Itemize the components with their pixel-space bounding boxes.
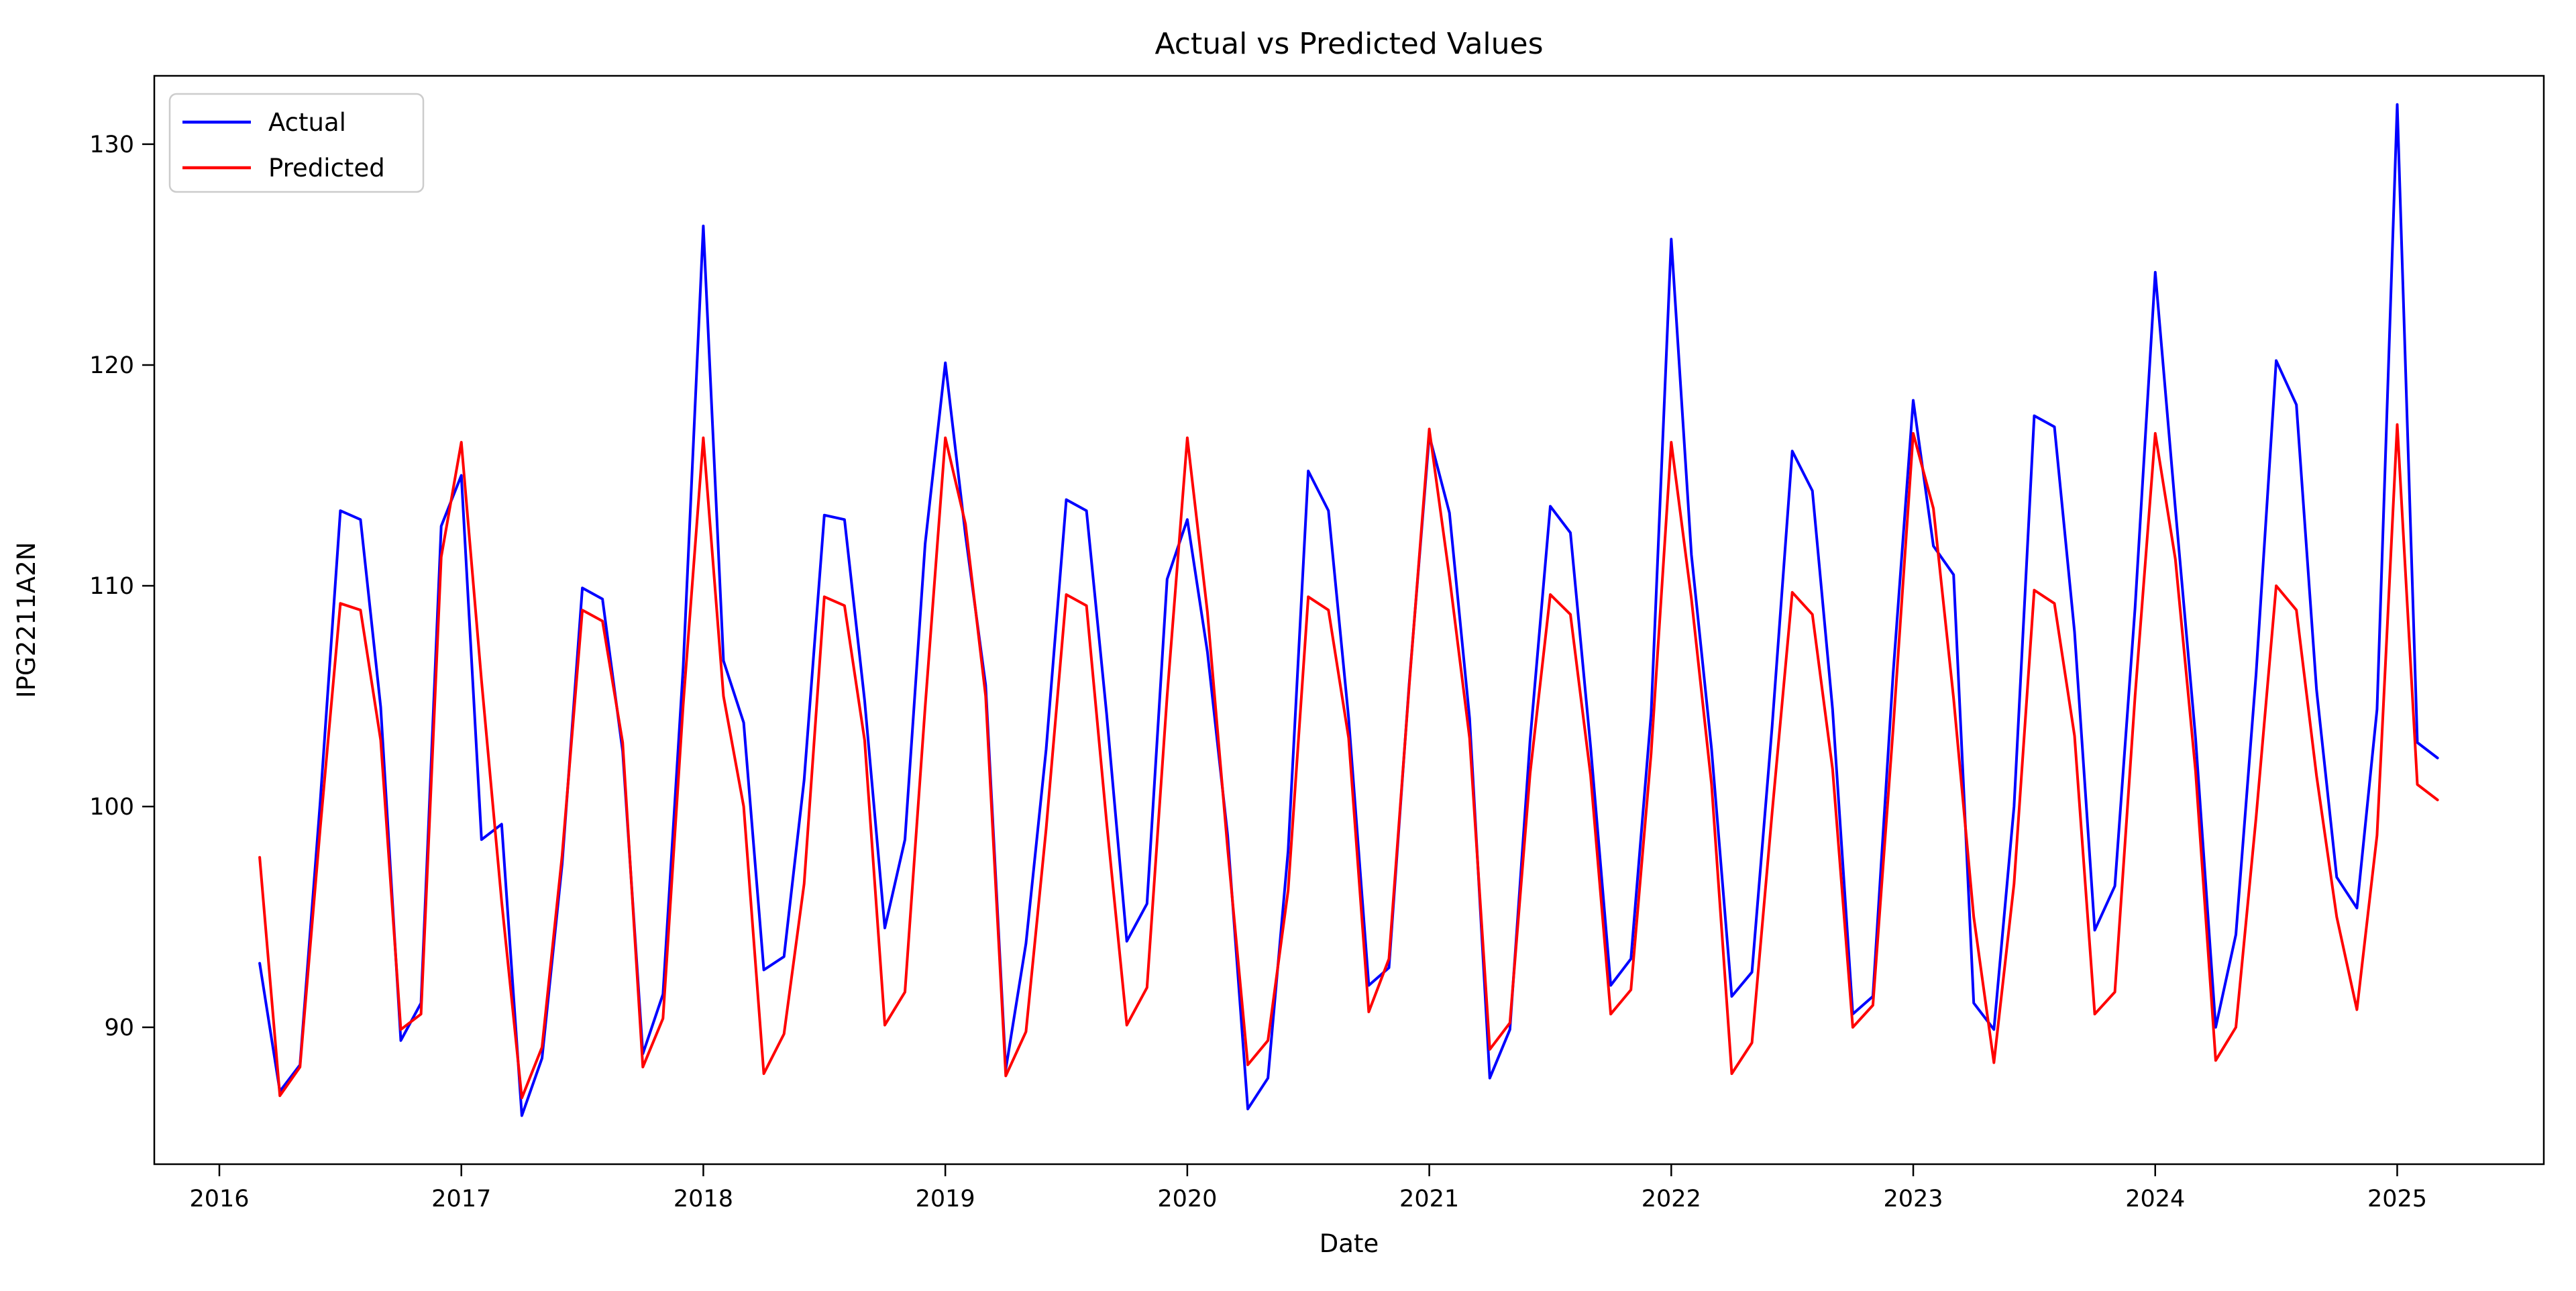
y-tick-label: 120 bbox=[89, 352, 134, 379]
legend-predicted-label: Predicted bbox=[268, 154, 385, 183]
y-axis-label: IPG2211A2N bbox=[12, 542, 41, 699]
x-tick-label: 2025 bbox=[2367, 1186, 2427, 1212]
x-tick-label: 2021 bbox=[1399, 1186, 1459, 1212]
y-tick-label: 90 bbox=[104, 1015, 134, 1041]
legend: Actual Predicted bbox=[168, 93, 425, 193]
actual-line bbox=[258, 103, 2439, 1117]
x-tick-label: 2017 bbox=[431, 1186, 491, 1212]
x-tick-label: 2016 bbox=[189, 1186, 249, 1212]
y-tick-label: 130 bbox=[89, 132, 134, 158]
x-tick-label: 2018 bbox=[674, 1186, 733, 1212]
x-tick-label: 2022 bbox=[1642, 1186, 1701, 1212]
y-axis: 90 100 110 120 130 bbox=[89, 132, 154, 1041]
x-tick-label: 2023 bbox=[1884, 1186, 1943, 1212]
plot-area bbox=[153, 74, 2545, 1166]
chart-title: Actual vs Predicted Values bbox=[1155, 27, 1543, 61]
y-tick-label: 110 bbox=[89, 573, 134, 600]
y-tick-label: 100 bbox=[89, 794, 134, 821]
predicted-line bbox=[258, 423, 2439, 1100]
series-lines bbox=[258, 103, 2439, 1117]
x-axis: 2016 2017 2018 2019 2020 2021 2022 2023 2024 2025 bbox=[189, 1164, 2427, 1212]
x-tick-label: 2020 bbox=[1157, 1186, 1217, 1212]
x-tick-label: 2024 bbox=[2125, 1186, 2185, 1212]
x-tick-label: 2019 bbox=[916, 1186, 975, 1212]
x-axis-label: Date bbox=[1320, 1229, 1379, 1258]
legend-actual-label: Actual bbox=[268, 108, 346, 137]
